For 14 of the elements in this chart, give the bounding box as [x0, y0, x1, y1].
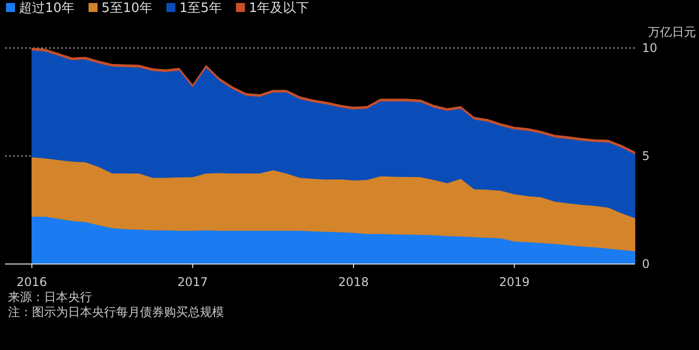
y-tick-label: 0 [642, 257, 650, 271]
y-axis-title: 万亿日元 [648, 25, 696, 39]
y-tick-label: 5 [642, 149, 650, 163]
text: 注：图示为日本央行每月债券购买总规模 [8, 305, 224, 319]
source-note: 来源：日本央行 [8, 290, 92, 304]
x-tick-label: 2018 [338, 275, 369, 289]
legend-label: 1至5年 [179, 1, 222, 16]
x-tick-label: 2019 [499, 275, 530, 289]
legend-label: 5至10年 [102, 1, 152, 16]
x-tick-label: 2017 [177, 275, 208, 289]
legend-label: 1年及以下 [248, 1, 310, 16]
x-tick-label: 2016 [16, 275, 48, 289]
legend-label: 超过10年 [19, 1, 75, 16]
y-tick-label: 10 [642, 41, 658, 55]
